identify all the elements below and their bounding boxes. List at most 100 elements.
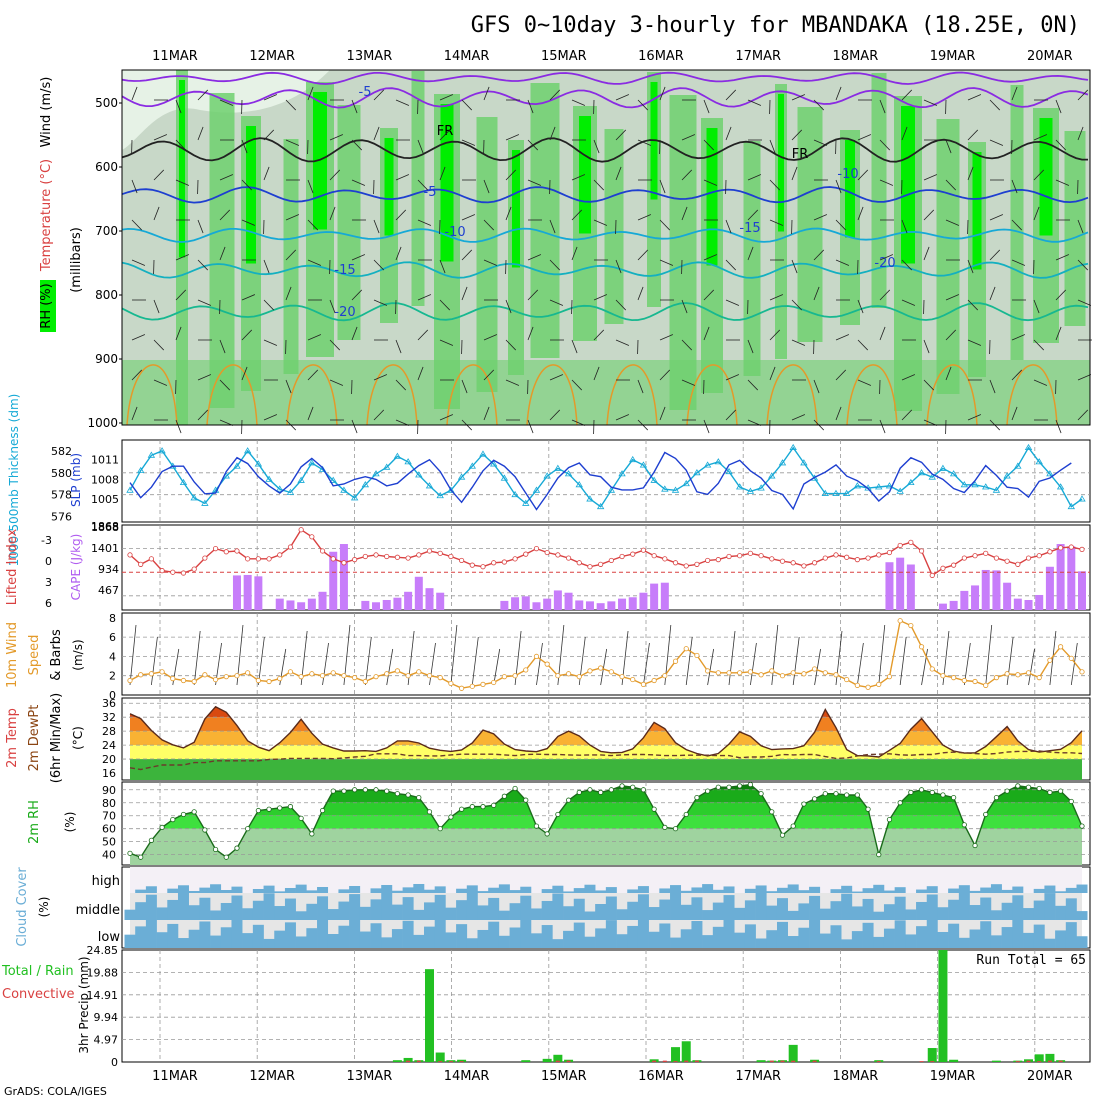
data-point xyxy=(522,499,530,506)
data-point xyxy=(672,658,679,664)
wind-barb xyxy=(285,139,300,146)
cloud-bar xyxy=(584,936,596,948)
data-point xyxy=(1004,788,1010,794)
data-point xyxy=(876,852,882,858)
data-point xyxy=(929,789,935,795)
cloud-bar xyxy=(167,899,179,920)
data-point xyxy=(822,670,828,676)
data-point xyxy=(844,554,850,560)
cloud-bar xyxy=(980,921,992,948)
data-point xyxy=(683,811,689,818)
wind-barb xyxy=(527,139,539,151)
data-point xyxy=(951,675,957,681)
data-point xyxy=(790,823,796,829)
cloud-bar xyxy=(873,936,885,948)
wind-barb xyxy=(131,259,146,266)
data-point xyxy=(576,674,582,680)
data-point xyxy=(447,486,455,493)
data-point xyxy=(533,653,540,660)
cloud-bar xyxy=(263,938,275,948)
cloud-bar xyxy=(488,921,500,948)
cloud-bar xyxy=(1023,932,1035,948)
cape-bar xyxy=(585,601,594,610)
cloud-bar xyxy=(766,891,778,893)
data-point xyxy=(608,787,614,793)
wind-barb xyxy=(1033,134,1048,141)
cloud-bar xyxy=(306,928,318,948)
rh-saturated-core xyxy=(845,140,855,238)
data-point xyxy=(929,572,935,578)
cloud-bar xyxy=(295,884,307,893)
data-point xyxy=(223,674,229,680)
wind-barb xyxy=(263,414,278,421)
temperature-axis-label: Temperature (°C) xyxy=(39,159,54,272)
data-point xyxy=(437,675,443,681)
wind-barb xyxy=(681,379,696,386)
wind-barb xyxy=(263,299,275,311)
grads-credit: GrADS: COLA/IGES xyxy=(4,1085,107,1098)
wind-barb xyxy=(197,299,212,306)
wind-barb xyxy=(945,219,960,226)
data-point xyxy=(769,668,775,674)
cloud-bar xyxy=(873,911,885,920)
cloud-bar xyxy=(744,900,756,920)
data-point xyxy=(951,794,957,801)
wind-barb-10m xyxy=(257,636,265,686)
cloud-bar xyxy=(734,932,746,948)
data-point xyxy=(1036,675,1042,681)
wind-barb xyxy=(1011,86,1018,101)
data-point xyxy=(682,479,690,487)
wind-barb xyxy=(1011,179,1018,194)
precip-convective-bar xyxy=(566,1060,571,1062)
cloud-bar xyxy=(862,922,874,948)
data-point xyxy=(576,560,582,566)
data-point xyxy=(287,669,294,675)
wind-barb xyxy=(527,326,534,341)
cloud-bar xyxy=(391,904,403,920)
data-point xyxy=(1058,644,1064,650)
cape-bar xyxy=(1056,544,1065,610)
rh-tick-label: 50 xyxy=(102,836,116,849)
data-point xyxy=(854,792,860,798)
temperature-contour xyxy=(121,186,1089,204)
wind-barb xyxy=(395,209,407,221)
wind-barb xyxy=(329,339,341,351)
wind-barb-10m xyxy=(536,642,543,686)
wind-barb xyxy=(175,254,190,261)
cloud-bar xyxy=(295,911,307,920)
cloud-bar xyxy=(916,901,928,920)
data-point xyxy=(939,464,947,471)
contour-label: -5 xyxy=(359,85,372,100)
cloud-bar xyxy=(883,890,895,893)
wind-barb xyxy=(219,174,234,181)
data-point xyxy=(148,556,154,562)
rh-moist-column xyxy=(476,117,498,392)
contour-label: FR xyxy=(792,147,809,162)
data-point xyxy=(683,563,689,569)
wind-barb xyxy=(703,289,715,301)
temperature-contour-warm xyxy=(526,364,578,426)
data-point xyxy=(277,805,283,811)
cape-bar xyxy=(992,570,1001,610)
bottom-date-label: 16MAR xyxy=(638,1069,684,1084)
data-point xyxy=(587,787,593,793)
rh-moist-column xyxy=(797,107,823,342)
cloud-bar xyxy=(1033,924,1045,948)
data-point xyxy=(426,548,433,554)
cloud-bar xyxy=(573,888,585,893)
cloud-bar xyxy=(220,889,232,893)
data-point xyxy=(202,555,208,561)
cloud-bar xyxy=(456,888,468,893)
wind-barb xyxy=(835,406,842,421)
rh-moist-column xyxy=(1010,85,1024,360)
data-point xyxy=(886,817,893,823)
cloud-bar xyxy=(916,889,928,893)
cloud-bar xyxy=(477,891,489,893)
pressure-tick-label: 900 xyxy=(95,352,118,366)
cloud-bar xyxy=(830,889,842,893)
wind-barb-10m xyxy=(921,648,928,686)
wind10-axis-label: Speed xyxy=(27,635,42,676)
wind-barb xyxy=(593,294,608,301)
wind-barb xyxy=(747,174,762,181)
